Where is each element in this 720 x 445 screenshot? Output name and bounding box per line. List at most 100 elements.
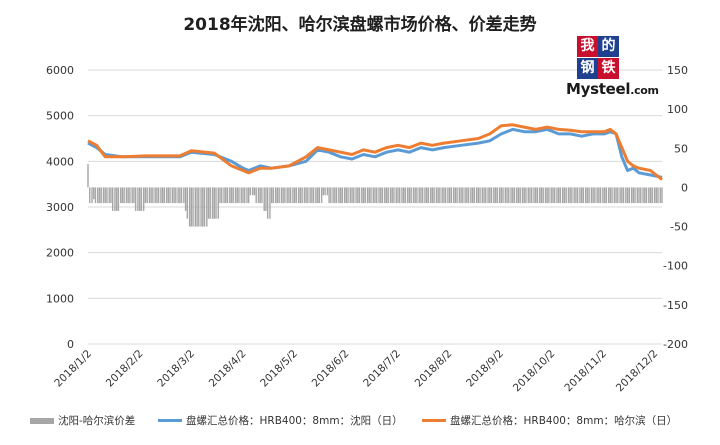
spread-bar [615,187,617,204]
spread-bar [186,187,189,219]
line-harbin [87,123,663,181]
spread-bar [219,187,221,204]
spread-bar [575,187,577,204]
spread-bar [523,187,525,204]
legend-label-shenyang: 盘螺汇总价格：HRB400：8mm：沈阳（日） [186,415,403,427]
spread-bar [104,187,106,204]
spread-bar [613,187,616,204]
spread-bar [598,187,600,204]
spread-bar [385,187,388,204]
y-axis-right: -200 -150 -100 -50 0 50 100 150 [663,64,688,351]
spread-bar [223,187,225,204]
spread-bar [582,187,585,204]
spread-bar [493,187,495,204]
spread-bar [257,187,260,204]
spread-bar [473,187,476,204]
spread-bar [338,187,340,204]
spread-bar [586,187,589,204]
spread-bar [433,187,435,204]
spread-bar [292,187,294,204]
spread-bar [458,187,461,204]
spread-bar [397,187,399,204]
spread-bar [496,187,498,204]
spread-bar [648,187,650,204]
spread-bar [539,187,541,204]
spread-bar [351,187,353,204]
spread-bar [345,187,347,204]
spread-bar [129,187,131,204]
spread-bar [626,187,629,204]
spread-bar [114,187,116,211]
y-left-tick-label: 3000 [46,201,74,214]
spread-bar [588,187,590,204]
spread-bar [355,187,357,204]
spread-bar [266,187,269,219]
spread-bar [418,187,420,204]
y-right-tick-label: 100 [667,103,688,116]
spread-bar [642,187,644,204]
spread-bar [630,187,633,204]
spread-bar [366,187,369,204]
y-left-tick-label: 5000 [46,110,74,123]
spread-bar [576,187,579,204]
spread-bar [154,187,156,204]
spread-bar [599,187,602,204]
spread-bar [133,187,135,204]
spread-bar [470,187,472,204]
spread-bar [288,187,290,204]
spread-bar [477,187,480,204]
spread-bar [242,187,244,204]
spread-bar [324,187,326,196]
spread-bar [184,187,187,211]
spread-bar [489,187,491,204]
spread-bar [148,187,151,204]
spread-bar [490,187,493,204]
x-tick-label: 2018/1/2 [52,348,94,390]
spread-bar [632,187,634,204]
mysteel-logo: 我 的 钢 铁 Mysteel.com [566,36,660,100]
spread-bar [529,187,531,204]
spread-bar [556,187,558,204]
spread-bar [447,187,449,204]
spread-bar [249,187,252,196]
spread-bar [240,187,242,204]
spread-bar [150,187,152,204]
spread-bar [93,187,95,200]
spread-bar [179,187,181,204]
spread-bar [475,187,478,204]
spread-bar [263,187,265,211]
x-tick-label: 2018/12/2 [614,348,661,395]
spread-bar [358,187,361,204]
spread-bar [443,187,445,204]
spread-bar [163,187,166,204]
spread-bar [234,187,237,204]
spread-bar [297,187,300,204]
spread-bar [439,187,441,204]
spread-bar [111,187,114,211]
spread-bar [398,187,401,204]
y-right-tick-label: -50 [670,221,688,234]
spread-bar [207,187,210,219]
spread-bar [580,187,583,204]
spread-bar [374,187,376,204]
spread-bar [519,187,521,204]
spread-bar [513,187,516,204]
spread-bars [87,163,663,227]
spread-bar [265,187,267,211]
spread-bar [211,187,214,219]
spread-bar [309,187,311,204]
spread-bar [347,187,349,204]
spread-bar [171,187,174,204]
spread-bar [533,187,535,204]
spread-bar [106,187,108,204]
gridlines [88,69,662,345]
spread-bar [542,187,544,204]
spread-bar [393,187,395,204]
spread-bar [100,187,102,204]
spread-bar [339,187,342,204]
spread-bar [651,187,653,204]
legend-swatch-bar [30,417,54,424]
spread-bar [479,187,481,204]
logo-wordmark: Mysteel.com [566,80,659,98]
spread-bar [435,187,438,204]
